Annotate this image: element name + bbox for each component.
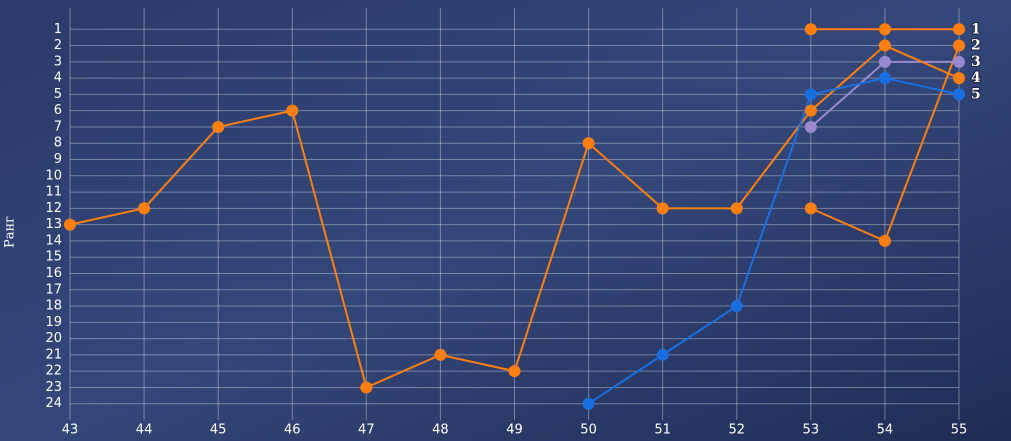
y-tick-label: 15 [45,250,62,265]
series-line [588,77,960,405]
y-tick-label: 12 [45,201,62,216]
x-tick-label: 46 [284,423,301,438]
y-tick-label: 19 [45,315,62,330]
y-tick-label: 24 [45,396,62,411]
y-tick-label: 9 [54,152,62,167]
legend-label: 4 [971,70,981,86]
data-point [804,120,817,133]
data-point [138,202,151,215]
data-point [953,72,965,85]
data-point [212,120,225,133]
data-point [656,202,669,215]
data-point [953,39,965,52]
x-tick-label: 43 [62,423,79,438]
y-tick-label: 22 [45,364,62,379]
x-tick-label: 45 [210,423,227,438]
y-tick-label: 7 [54,119,62,134]
y-tick-label: 17 [45,282,62,297]
y-tick-label: 16 [45,266,62,281]
data-point [434,348,447,361]
x-tick-label: 53 [803,423,820,438]
data-point [953,55,965,68]
data-point [953,88,965,101]
y-tick-label: 23 [45,380,62,395]
data-point [804,23,817,36]
data-point [730,300,743,313]
y-tick-label: 4 [54,71,62,86]
data-point [878,72,891,85]
x-tick-label: 50 [580,423,597,438]
legend-label: 1 [971,21,981,37]
data-point [582,137,595,150]
legend-label: 2 [971,38,981,54]
y-tick-label: 8 [54,136,62,151]
data-point [804,88,817,101]
data-point [656,348,669,361]
legend-label: 3 [971,54,981,70]
y-tick-label: 18 [45,299,62,314]
x-tick-label: 47 [358,423,375,438]
x-tick-label: 51 [654,423,671,438]
y-tick-label: 20 [45,331,62,346]
y-tick-label: 21 [45,347,62,362]
y-tick-label: 5 [54,87,62,102]
data-point [804,104,817,117]
y-tick-label: 14 [45,233,62,248]
data-point [508,365,521,378]
data-point [878,23,891,36]
data-point [953,23,965,36]
data-point [878,39,891,52]
y-tick-label: 11 [45,185,62,200]
legend-label: 5 [971,86,981,102]
y-tick-label: 10 [45,168,62,183]
y-tick-label: 6 [54,103,62,118]
x-tick-label: 44 [136,423,153,438]
data-point [804,202,817,215]
data-point [730,202,743,215]
y-tick-label: 3 [54,54,62,69]
y-axis-label: Ранг [3,216,18,248]
x-tick-label: 54 [877,423,894,438]
x-tick-label: 48 [432,423,449,438]
data-point [286,104,299,117]
data-point [64,218,76,231]
x-tick-label: 52 [728,423,745,438]
x-tick-label: 49 [506,423,523,438]
data-point [878,234,891,247]
data-point [878,55,891,68]
y-tick-label: 13 [45,217,62,232]
x-tick-label: 55 [951,423,968,438]
data-point [360,381,373,394]
y-tick-label: 1 [54,22,62,37]
y-tick-label: 2 [54,38,62,53]
data-point [582,397,595,410]
